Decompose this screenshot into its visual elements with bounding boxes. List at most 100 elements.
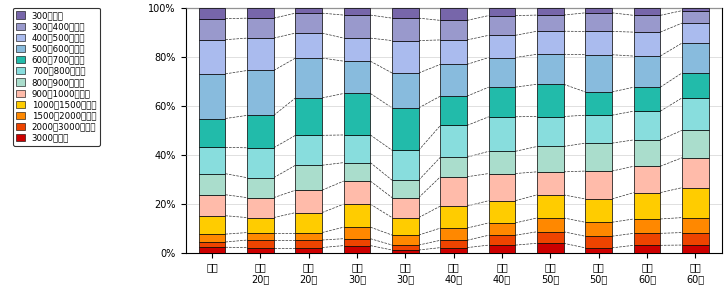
Bar — [634, 219, 660, 233]
Bar — [199, 147, 225, 174]
Bar — [537, 218, 563, 232]
Bar — [489, 8, 515, 16]
Bar — [392, 198, 419, 218]
Bar — [537, 195, 563, 218]
Bar — [247, 218, 274, 233]
Bar — [295, 165, 322, 190]
Bar — [634, 233, 660, 245]
Bar — [634, 8, 660, 15]
Bar — [199, 40, 225, 74]
Bar — [344, 8, 370, 15]
Bar — [682, 130, 709, 158]
Bar — [585, 143, 612, 171]
Bar — [634, 166, 660, 193]
Bar — [247, 240, 274, 247]
Bar — [585, 31, 612, 55]
Bar — [441, 240, 467, 248]
Bar — [392, 245, 419, 250]
Bar — [344, 15, 370, 38]
Bar — [537, 147, 563, 172]
Bar — [344, 38, 370, 61]
Bar — [489, 35, 515, 58]
Bar — [344, 227, 370, 239]
Bar — [344, 239, 370, 246]
Bar — [585, 115, 612, 143]
Bar — [682, 245, 709, 253]
Bar — [344, 61, 370, 94]
Bar — [682, 11, 709, 23]
Bar — [392, 41, 419, 73]
Bar — [199, 119, 225, 147]
Bar — [682, 8, 709, 11]
Bar — [489, 16, 515, 35]
Bar — [295, 13, 322, 33]
Bar — [441, 206, 467, 228]
Bar — [344, 94, 370, 135]
Bar — [634, 140, 660, 166]
Bar — [199, 195, 225, 216]
Bar — [247, 148, 274, 178]
Bar — [634, 193, 660, 219]
Bar — [441, 126, 467, 157]
Bar — [199, 19, 225, 40]
Bar — [489, 201, 515, 223]
Bar — [489, 87, 515, 117]
Bar — [585, 55, 612, 92]
Bar — [634, 245, 660, 253]
Bar — [489, 174, 515, 201]
Bar — [634, 111, 660, 140]
Bar — [489, 235, 515, 245]
Bar — [344, 246, 370, 253]
Bar — [441, 20, 467, 40]
Bar — [537, 172, 563, 195]
Bar — [585, 171, 612, 199]
Bar — [295, 98, 322, 135]
Bar — [682, 73, 709, 98]
Bar — [489, 117, 515, 151]
Bar — [247, 233, 274, 240]
Bar — [441, 228, 467, 240]
Bar — [199, 234, 225, 242]
Bar — [247, 178, 274, 198]
Bar — [441, 40, 467, 64]
Bar — [392, 18, 419, 41]
Bar — [392, 250, 419, 253]
Bar — [392, 108, 419, 150]
Bar — [344, 181, 370, 204]
Bar — [634, 87, 660, 111]
Bar — [295, 190, 322, 213]
Bar — [537, 232, 563, 243]
Bar — [295, 33, 322, 58]
Bar — [247, 71, 274, 115]
Bar — [295, 247, 322, 253]
Bar — [199, 8, 225, 19]
Bar — [489, 245, 515, 253]
Bar — [634, 56, 660, 87]
Bar — [295, 135, 322, 165]
Bar — [295, 8, 322, 13]
Bar — [682, 233, 709, 245]
Bar — [295, 233, 322, 240]
Bar — [392, 73, 419, 108]
Bar — [682, 188, 709, 218]
Bar — [682, 218, 709, 233]
Bar — [247, 38, 274, 71]
Bar — [441, 8, 467, 20]
Bar — [295, 240, 322, 247]
Bar — [199, 242, 225, 247]
Bar — [441, 64, 467, 96]
Bar — [634, 15, 660, 32]
Bar — [537, 54, 563, 84]
Bar — [247, 18, 274, 38]
Bar — [585, 13, 612, 31]
Bar — [585, 236, 612, 248]
Bar — [344, 163, 370, 181]
Bar — [537, 31, 563, 54]
Legend: 300円未満, 300～400円未満, 400～500円未満, 500～600円未満, 600～700円未満, 700～800円未満, 800～900円未満, : 300円未満, 300～400円未満, 400～500円未満, 500～600円… — [13, 7, 99, 146]
Bar — [247, 247, 274, 253]
Bar — [682, 98, 709, 130]
Bar — [295, 58, 322, 98]
Bar — [392, 235, 419, 245]
Bar — [682, 23, 709, 43]
Bar — [199, 247, 225, 253]
